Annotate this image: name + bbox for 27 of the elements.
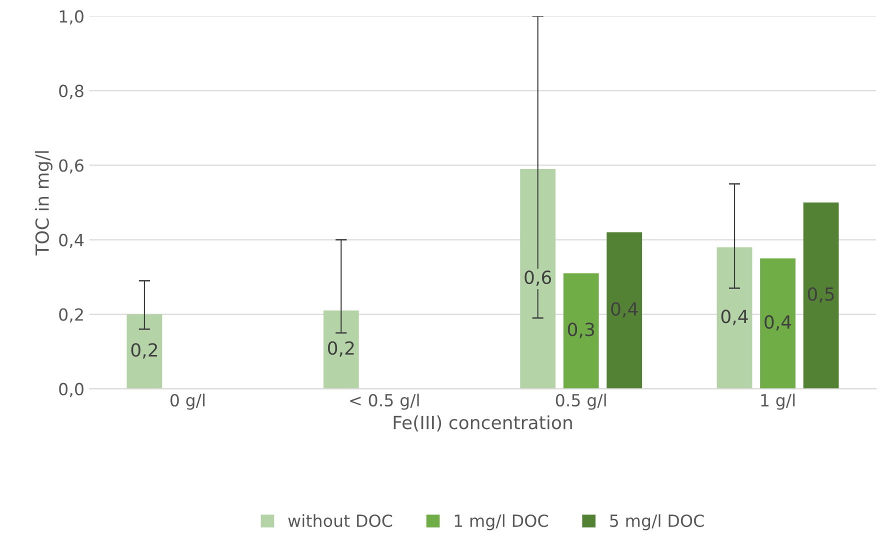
data-label: 0,2 xyxy=(131,343,158,359)
x-tick-label: 0 g/l xyxy=(170,394,205,410)
x-axis-title: Fe(III) concentration xyxy=(394,415,572,432)
bar xyxy=(606,232,642,389)
y-tick-label: 0,8 xyxy=(59,84,84,99)
legend-label: 5 mg/l DOC xyxy=(610,514,704,530)
y-tick-label: 0,0 xyxy=(59,382,84,398)
data-label: 0,4 xyxy=(611,302,638,318)
bar xyxy=(760,258,796,389)
y-tick-label: 1,0 xyxy=(60,10,84,24)
data-label: 0,2 xyxy=(328,341,354,357)
data-label: 0,5 xyxy=(808,287,834,303)
legend-label: 1 mg/l DOC xyxy=(454,514,548,530)
x-tick-label: 1 g/l xyxy=(761,394,795,410)
x-tick-label: 0.5 g/l xyxy=(556,394,606,410)
bar xyxy=(520,168,556,389)
data-label: 0,4 xyxy=(721,310,748,326)
data-label: 0,6 xyxy=(524,270,552,286)
data-label: 0,4 xyxy=(764,315,792,331)
data-label: 0,3 xyxy=(568,322,594,338)
x-tick-label: < 0.5 g/l xyxy=(350,394,419,410)
y-tick-label: 0,6 xyxy=(59,159,84,174)
legend-label: without DOC xyxy=(288,514,392,528)
bar xyxy=(803,202,839,389)
y-axis-title: TOC in mg/l xyxy=(35,151,52,256)
y-tick-label: 0,4 xyxy=(59,234,84,248)
y-tick-label: 0,2 xyxy=(59,308,83,323)
